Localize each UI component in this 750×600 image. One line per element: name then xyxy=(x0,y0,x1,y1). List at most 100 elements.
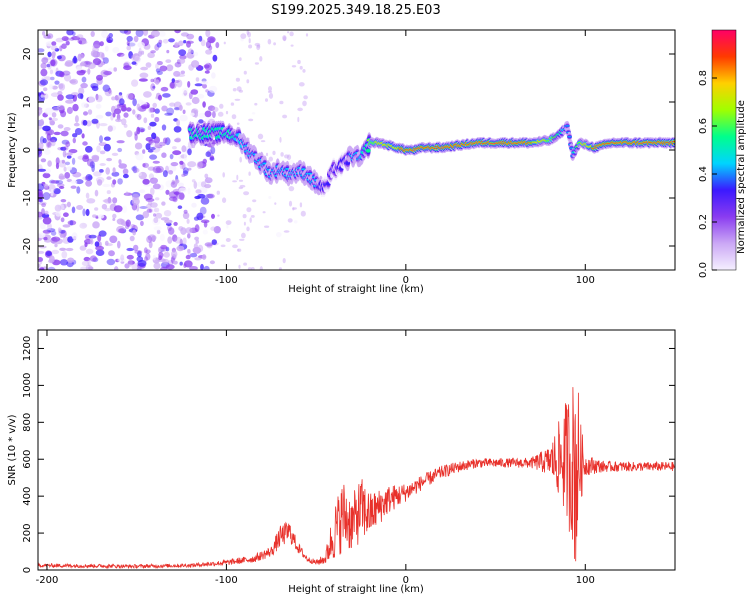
noise-blob xyxy=(97,214,105,219)
noise-blob xyxy=(147,149,154,153)
noise-blob xyxy=(199,206,207,215)
noise-blob xyxy=(145,143,151,151)
noise-blob xyxy=(268,156,273,162)
noise-blob xyxy=(61,159,65,164)
noise-blob xyxy=(187,167,192,171)
noise-blob xyxy=(110,113,114,121)
noise-blob xyxy=(45,251,52,257)
noise-blob xyxy=(174,179,179,185)
colorbar-tick-label: 0.2 xyxy=(698,214,709,230)
x-tick-label: -200 xyxy=(36,575,59,586)
y-tick-label: -20 xyxy=(22,238,33,254)
noise-blob xyxy=(123,30,132,35)
noise-blob xyxy=(200,263,204,270)
noise-blob xyxy=(61,36,69,42)
noise-blob xyxy=(79,245,87,251)
noise-blob xyxy=(172,234,178,242)
noise-blob xyxy=(38,263,41,268)
noise-blob xyxy=(126,45,131,51)
noise-blob xyxy=(97,96,103,102)
noise-blob xyxy=(85,264,93,270)
noise-blob xyxy=(168,227,175,235)
noise-blob xyxy=(235,77,240,82)
noise-blob xyxy=(123,65,132,71)
noise-blob xyxy=(50,45,58,51)
noise-blob xyxy=(93,40,101,49)
noise-blob xyxy=(129,235,135,242)
noise-blob xyxy=(125,219,131,227)
noise-blob xyxy=(167,165,177,172)
noise-blob xyxy=(60,217,65,223)
noise-blob xyxy=(84,242,88,248)
noise-blob xyxy=(91,118,99,124)
noise-blob xyxy=(121,105,127,112)
noise-blob xyxy=(97,51,104,58)
noise-blob xyxy=(187,161,197,168)
noise-blob xyxy=(51,65,56,74)
noise-blob xyxy=(66,30,74,36)
snr-y-ticks: 0 200 400 600 800 1000 1200 xyxy=(22,336,675,573)
noise-blob xyxy=(116,140,125,144)
noise-blob xyxy=(92,221,100,229)
noise-blob xyxy=(94,241,100,248)
noise-blob xyxy=(135,214,145,221)
noise-blob xyxy=(160,244,168,250)
noise-blob xyxy=(170,81,175,89)
noise-blob xyxy=(185,254,191,260)
noise-blob xyxy=(182,212,190,220)
noise-blob xyxy=(139,189,146,194)
noise-blob xyxy=(283,230,290,233)
noise-blob xyxy=(60,199,67,203)
noise-blob xyxy=(130,53,140,62)
noise-blob xyxy=(156,70,163,76)
noise-blob xyxy=(142,211,150,219)
noise-blob xyxy=(171,78,175,83)
noise-blob xyxy=(159,65,168,72)
noise-blob xyxy=(153,217,159,224)
noise-blob xyxy=(38,48,45,53)
noise-blob xyxy=(109,235,118,244)
noise-blob xyxy=(39,119,45,126)
noise-blob xyxy=(193,181,198,189)
noise-blob xyxy=(101,203,108,210)
noise-blob xyxy=(162,137,168,144)
noise-blob xyxy=(123,173,129,179)
noise-blob xyxy=(44,210,49,215)
noise-blob xyxy=(42,216,52,225)
noise-blob xyxy=(200,39,206,47)
noise-blob xyxy=(150,83,156,91)
noise-blob xyxy=(171,250,178,258)
noise-blob xyxy=(267,90,273,93)
noise-blob xyxy=(105,167,110,175)
ridge-mark xyxy=(301,168,306,171)
noise-blob xyxy=(226,223,229,229)
noise-blob xyxy=(217,214,220,217)
noise-blob xyxy=(71,36,80,41)
noise-blob xyxy=(95,245,104,251)
noise-blob xyxy=(161,124,167,131)
noise-blob xyxy=(203,64,210,69)
noise-blob xyxy=(65,40,70,46)
noise-blob xyxy=(117,240,121,249)
noise-blob xyxy=(186,33,195,40)
noise-blob xyxy=(280,152,284,157)
noise-blob xyxy=(191,96,200,105)
noise-blob xyxy=(44,107,54,116)
y-tick-label: 1200 xyxy=(22,336,33,361)
noise-blob xyxy=(120,254,125,261)
noise-blob xyxy=(120,53,129,60)
noise-blob xyxy=(162,39,169,44)
noise-blob xyxy=(126,93,134,100)
colorbar-ticks: 0.0 0.2 0.4 0.6 0.8 xyxy=(698,70,717,278)
noise-blob xyxy=(78,87,85,95)
noise-blob xyxy=(234,98,241,101)
noise-blob xyxy=(137,51,143,57)
noise-blob xyxy=(112,197,118,204)
noise-blob xyxy=(112,218,116,221)
noise-blob xyxy=(186,218,190,224)
noise-blob xyxy=(112,167,116,173)
noise-blob xyxy=(212,111,216,118)
noise-blob xyxy=(205,40,212,49)
noise-blob xyxy=(191,144,196,149)
noise-blob xyxy=(300,210,306,217)
